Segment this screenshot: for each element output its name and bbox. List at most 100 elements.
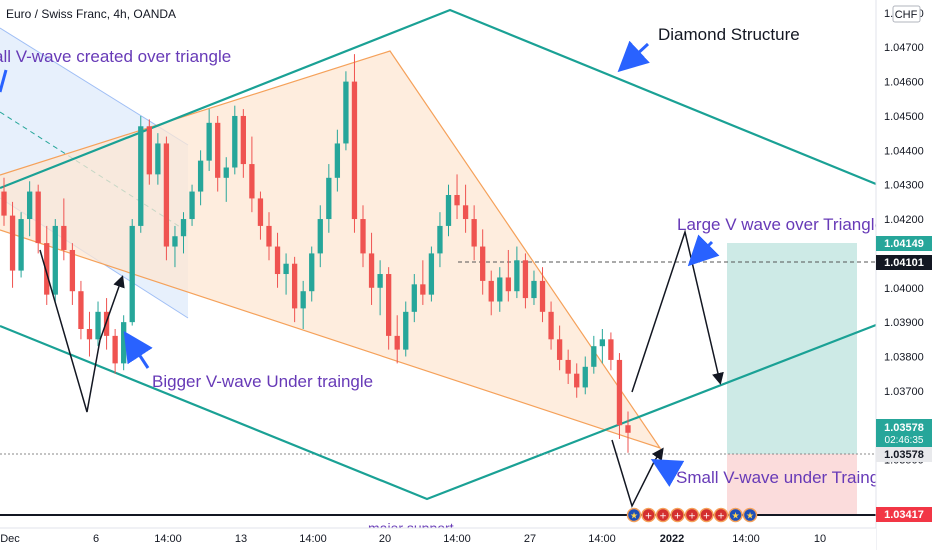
swiss-flag-event-icon[interactable] xyxy=(655,507,671,523)
annotation-large-v-wave: Large V wave over Triangle! xyxy=(677,215,889,234)
time-tick-label: 27 xyxy=(524,533,536,545)
large-v-wave-path xyxy=(631,229,724,393)
price-label-level: 1.04101 xyxy=(876,255,932,270)
candle-body xyxy=(146,126,152,175)
candle-body xyxy=(428,253,435,295)
candle-body xyxy=(505,277,511,292)
candle-body xyxy=(616,359,623,426)
candle-body xyxy=(257,198,264,226)
bigger-v-wave-path xyxy=(39,249,101,413)
price-tick-label: 1.04400 xyxy=(884,145,924,157)
candle-body xyxy=(172,236,178,247)
price-axis-ticks: 1.048001.047001.046001.045001.044001.043… xyxy=(884,8,924,467)
price-tick-label: 1.04600 xyxy=(884,77,924,89)
currency-badge-label: CHF xyxy=(895,9,918,21)
time-tick-label: 14:00 xyxy=(299,533,327,545)
small-v-wave-arrow xyxy=(651,447,664,461)
currency-badge[interactable] xyxy=(892,5,921,23)
event-icon-glyph: + xyxy=(688,512,696,522)
time-tick-label: 2022 xyxy=(660,533,684,545)
candle-body xyxy=(223,167,229,178)
swiss-flag-event-icon[interactable] xyxy=(684,507,700,523)
time-axis[interactable] xyxy=(0,528,876,550)
annotation-bigger-v-wave: Bigger V-wave Under traingle xyxy=(152,372,373,391)
economic-events-row[interactable]: ★ + + + + + + ★ ★ xyxy=(626,507,758,523)
price-label-level-text: 1.04101 xyxy=(884,257,924,269)
small-v-arrow-icon xyxy=(650,459,685,487)
candle-body xyxy=(454,194,460,206)
price-label-support-text: 1.03417 xyxy=(884,509,924,521)
candle-body xyxy=(437,225,443,254)
price-label-entry: 1.03578 xyxy=(876,447,932,462)
candle-body xyxy=(86,329,93,340)
target-zone xyxy=(727,243,857,454)
candle-body xyxy=(445,194,452,226)
annotation-small-v-over: all V-wave created over triangle xyxy=(0,47,231,66)
time-tick-label: 13 xyxy=(235,533,247,545)
swiss-flag-event-icon[interactable] xyxy=(641,507,656,523)
event-icon-glyph: + xyxy=(717,512,725,522)
time-tick-label: Dec xyxy=(0,533,20,545)
candle-body xyxy=(488,280,494,302)
candle-body xyxy=(95,311,101,340)
candle-body xyxy=(300,291,306,309)
time-tick-label: 14:00 xyxy=(732,533,760,545)
eu-flag-event-icon[interactable] xyxy=(728,507,743,523)
candle-body xyxy=(317,219,323,254)
event-icon-glyph: + xyxy=(703,512,711,522)
price-tick-label: 1.04500 xyxy=(884,111,924,123)
candle-body xyxy=(471,219,477,247)
candle-body xyxy=(411,284,417,312)
candle-body xyxy=(386,274,392,336)
candle-body xyxy=(343,81,349,144)
candle-body xyxy=(291,263,298,309)
candle-body xyxy=(334,143,341,178)
price-label-support: 1.03417 xyxy=(876,507,932,522)
swiss-flag-event-icon[interactable] xyxy=(713,507,729,523)
price-label-target: 1.04149 xyxy=(876,236,932,251)
candle-body xyxy=(565,359,571,374)
price-tick-label: 1.04000 xyxy=(884,283,924,295)
annotation-diamond-structure: Diamond Structure xyxy=(658,25,800,44)
diamond-bottom-lines xyxy=(0,323,877,501)
eu-flag-event-icon[interactable] xyxy=(626,507,642,523)
candle-body xyxy=(240,115,246,165)
candle-body xyxy=(274,246,281,275)
time-tick-label: 10 xyxy=(814,533,826,545)
candle-body xyxy=(462,205,469,220)
time-tick-label: 20 xyxy=(379,533,391,545)
candle-body xyxy=(129,225,135,323)
candle-body xyxy=(531,280,537,299)
candle-body xyxy=(18,219,24,271)
candle-body xyxy=(283,263,289,275)
candle-body xyxy=(480,246,486,281)
time-tick-label: 14:00 xyxy=(443,533,471,545)
price-tick-label: 1.04700 xyxy=(884,42,924,54)
symbol-title: Euro / Swiss Franc, 4h, OANDA xyxy=(6,7,176,21)
candle-body xyxy=(138,126,144,226)
event-icon-glyph: ★ xyxy=(746,512,754,522)
candle-body xyxy=(539,280,546,312)
price-label-current-text: 1.03578 xyxy=(884,422,924,434)
candle-body xyxy=(180,219,187,237)
price-label-entry-text: 1.03578 xyxy=(884,449,924,461)
eu-flag-event-icon[interactable] xyxy=(742,507,758,523)
candle-body xyxy=(155,143,161,175)
candle-body xyxy=(9,215,16,271)
triangle-outline xyxy=(0,50,662,450)
swiss-flag-event-icon[interactable] xyxy=(699,507,714,523)
candle-body xyxy=(574,373,580,388)
candle-body xyxy=(103,311,110,336)
candle-body xyxy=(61,225,67,250)
price-tick-label: 1.03700 xyxy=(884,386,924,398)
candle-body xyxy=(52,225,58,295)
candle-body xyxy=(556,339,563,360)
candle-body xyxy=(582,366,588,388)
small-channel-arrow-icon xyxy=(0,69,8,93)
candle-body xyxy=(377,274,383,288)
candle-body xyxy=(351,81,358,220)
countdown-timer: 02:46:35 xyxy=(885,435,924,446)
swiss-flag-event-icon[interactable] xyxy=(670,507,685,523)
event-icon-glyph: ★ xyxy=(630,512,638,522)
